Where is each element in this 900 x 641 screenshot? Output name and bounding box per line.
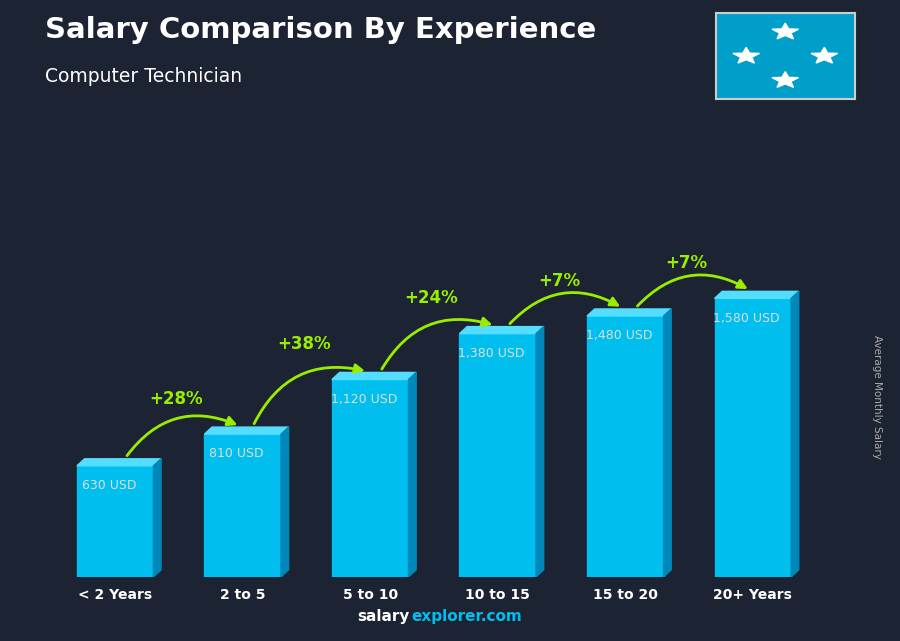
Polygon shape xyxy=(715,291,798,298)
Text: 1,480 USD: 1,480 USD xyxy=(586,329,652,342)
Polygon shape xyxy=(332,372,416,379)
Text: 1,380 USD: 1,380 USD xyxy=(458,347,525,360)
Polygon shape xyxy=(587,309,671,316)
Text: Computer Technician: Computer Technician xyxy=(45,67,242,87)
Text: explorer.com: explorer.com xyxy=(411,610,522,624)
Bar xyxy=(332,379,409,577)
Polygon shape xyxy=(76,459,161,466)
Bar xyxy=(76,466,153,577)
Polygon shape xyxy=(153,459,161,577)
Text: 1,580 USD: 1,580 USD xyxy=(713,312,779,324)
Polygon shape xyxy=(772,23,798,39)
Bar xyxy=(587,316,663,577)
Polygon shape xyxy=(772,72,798,87)
Polygon shape xyxy=(409,372,416,577)
Text: +38%: +38% xyxy=(277,335,330,353)
Polygon shape xyxy=(733,47,760,63)
Text: +24%: +24% xyxy=(405,289,458,307)
Polygon shape xyxy=(536,326,544,577)
Bar xyxy=(715,298,791,577)
Polygon shape xyxy=(791,291,798,577)
Text: 1,120 USD: 1,120 USD xyxy=(330,393,397,406)
Bar xyxy=(204,434,281,577)
Text: salary: salary xyxy=(357,610,410,624)
Text: Average Monthly Salary: Average Monthly Salary xyxy=(872,335,883,460)
Polygon shape xyxy=(281,427,289,577)
Bar xyxy=(460,333,536,577)
Text: 810 USD: 810 USD xyxy=(209,447,264,460)
Text: Salary Comparison By Experience: Salary Comparison By Experience xyxy=(45,16,596,44)
Text: +28%: +28% xyxy=(149,390,203,408)
Polygon shape xyxy=(460,326,544,333)
Polygon shape xyxy=(663,309,671,577)
Text: +7%: +7% xyxy=(538,272,580,290)
Text: 630 USD: 630 USD xyxy=(82,479,136,492)
Polygon shape xyxy=(811,47,838,63)
Text: +7%: +7% xyxy=(665,254,707,272)
Polygon shape xyxy=(204,427,289,434)
